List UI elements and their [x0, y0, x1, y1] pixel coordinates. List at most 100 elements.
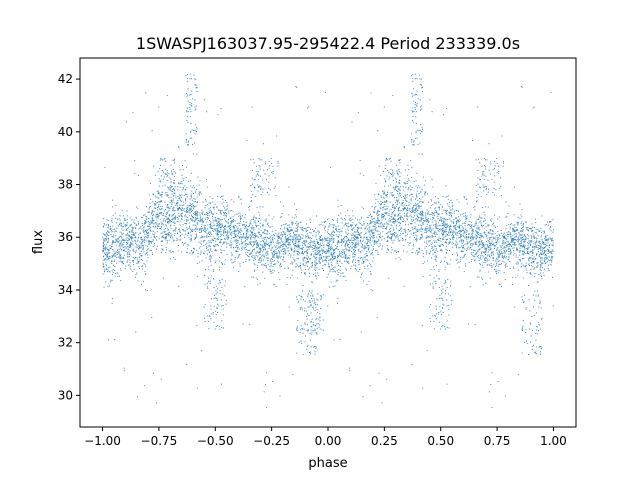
data-point: [279, 279, 281, 281]
data-point: [152, 215, 154, 216]
data-point: [116, 239, 118, 241]
data-point: [537, 247, 539, 249]
data-point: [292, 238, 294, 240]
data-point: [449, 263, 451, 265]
data-point: [440, 249, 442, 251]
data-point: [194, 237, 196, 239]
data-point: [528, 243, 529, 245]
data-point: [485, 226, 487, 228]
data-point: [353, 256, 355, 258]
data-point: [314, 243, 316, 244]
data-point: [127, 215, 129, 217]
data-point: [442, 223, 444, 225]
data-point: [521, 234, 523, 236]
data-point: [330, 246, 332, 248]
data-point: [518, 237, 520, 239]
data-point: [280, 237, 282, 239]
data-point: [256, 225, 258, 227]
data-point: [387, 248, 388, 250]
data-point: [481, 225, 483, 227]
data-point: [386, 196, 388, 198]
data-point: [451, 216, 453, 218]
data-point: [336, 263, 338, 265]
data-point: [410, 230, 412, 232]
data-point: [210, 207, 211, 209]
data-point: [184, 202, 186, 204]
data-point: [351, 234, 353, 236]
data-point: [383, 204, 385, 206]
data-point: [546, 244, 548, 246]
data-point: [126, 210, 128, 212]
data-point: [210, 265, 212, 267]
data-point: [340, 235, 342, 237]
data-point: [211, 234, 213, 235]
data-point: [121, 245, 123, 247]
data-point: [416, 205, 418, 207]
data-point: [548, 249, 550, 251]
data-point: [117, 238, 119, 240]
data-point: [306, 254, 308, 256]
data-point: [255, 217, 257, 219]
data-point: [110, 247, 112, 249]
data-point: [376, 222, 378, 224]
data-point: [308, 237, 310, 239]
data-point: [401, 239, 403, 241]
data-point: [420, 228, 422, 230]
data-point: [249, 249, 251, 251]
data-point: [108, 257, 110, 259]
data-point: [509, 228, 511, 230]
data-point: [415, 207, 417, 209]
data-point: [504, 242, 506, 244]
data-point: [375, 249, 377, 251]
data-point: [546, 239, 548, 241]
data-point: [482, 284, 484, 286]
data-point: [127, 259, 129, 261]
data-point: [225, 209, 227, 211]
data-point: [456, 262, 458, 264]
data-point: [191, 219, 193, 221]
data-point: [140, 236, 142, 238]
data-point: [238, 254, 240, 256]
data-point: [177, 189, 179, 191]
data-point: [516, 261, 518, 263]
data-point: [355, 250, 356, 252]
data-point: [105, 252, 107, 254]
data-point: [415, 180, 417, 182]
data-point: [150, 198, 152, 200]
data-point: [542, 251, 544, 253]
data-point: [539, 248, 541, 249]
data-point: [387, 223, 389, 225]
data-point: [108, 270, 110, 272]
data-point: [524, 252, 526, 254]
data-point: [251, 236, 253, 238]
data-point: [127, 222, 129, 224]
data-point: [262, 231, 264, 233]
data-point: [382, 227, 384, 229]
data-point: [408, 244, 410, 246]
data-point: [425, 217, 427, 219]
data-point: [120, 260, 122, 262]
data-point: [214, 262, 216, 263]
data-point: [543, 241, 544, 243]
data-point: [432, 228, 434, 230]
data-point: [445, 210, 447, 212]
data-point: [315, 244, 317, 246]
data-point: [523, 240, 525, 242]
data-point: [211, 251, 213, 252]
data-point: [367, 259, 369, 261]
data-point: [223, 205, 225, 207]
data-point: [467, 224, 469, 226]
data-point: [331, 252, 333, 254]
data-point: [447, 262, 449, 264]
data-point: [220, 231, 222, 233]
data-point: [306, 258, 308, 259]
data-point: [166, 225, 167, 227]
data-point: [322, 259, 324, 261]
data-point: [128, 235, 130, 237]
data-point: [349, 239, 351, 241]
data-point: [489, 246, 491, 248]
data-point: [268, 268, 270, 270]
data-point: [210, 202, 212, 204]
data-point: [509, 248, 511, 250]
data-point: [103, 250, 104, 251]
